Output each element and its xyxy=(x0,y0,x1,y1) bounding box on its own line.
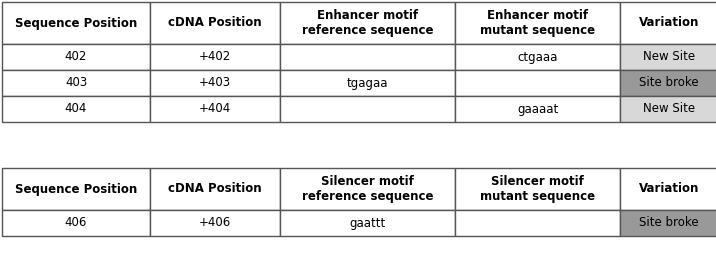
Bar xyxy=(620,96,716,122)
Text: Silencer motif
reference sequence: Silencer motif reference sequence xyxy=(301,175,433,203)
Bar xyxy=(455,210,620,236)
Bar xyxy=(150,2,280,44)
Text: Silencer motif
mutant sequence: Silencer motif mutant sequence xyxy=(480,175,595,203)
Text: gaaaat: gaaaat xyxy=(517,103,558,116)
Bar xyxy=(455,168,620,210)
Bar xyxy=(150,168,280,210)
Bar xyxy=(455,44,620,70)
Bar xyxy=(280,2,455,44)
Text: gaattt: gaattt xyxy=(349,217,386,230)
Bar xyxy=(280,44,455,70)
Bar xyxy=(2,44,150,70)
Bar xyxy=(150,70,280,96)
Text: 404: 404 xyxy=(65,103,87,116)
Bar xyxy=(620,210,716,236)
Text: Variation: Variation xyxy=(639,17,700,29)
Text: Enhancer motif
reference sequence: Enhancer motif reference sequence xyxy=(301,9,433,37)
Text: cDNA Position: cDNA Position xyxy=(168,17,262,29)
Bar xyxy=(2,70,150,96)
Text: +402: +402 xyxy=(199,51,231,63)
Text: 403: 403 xyxy=(65,76,87,89)
Text: 406: 406 xyxy=(65,217,87,230)
Bar xyxy=(620,2,716,44)
Bar xyxy=(620,70,716,96)
Bar xyxy=(455,70,620,96)
Text: 402: 402 xyxy=(65,51,87,63)
Bar xyxy=(150,210,280,236)
Text: Enhancer motif
mutant sequence: Enhancer motif mutant sequence xyxy=(480,9,595,37)
Bar xyxy=(455,96,620,122)
Bar xyxy=(2,2,150,44)
Text: Sequence Position: Sequence Position xyxy=(15,183,137,196)
Text: Variation: Variation xyxy=(639,183,700,196)
Bar xyxy=(280,210,455,236)
Text: Site broke: Site broke xyxy=(639,76,699,89)
Text: Site broke: Site broke xyxy=(639,217,699,230)
Bar xyxy=(2,96,150,122)
Text: cDNA Position: cDNA Position xyxy=(168,183,262,196)
Bar xyxy=(150,44,280,70)
Bar xyxy=(280,168,455,210)
Text: +406: +406 xyxy=(199,217,231,230)
Text: +404: +404 xyxy=(199,103,231,116)
Text: New Site: New Site xyxy=(643,103,695,116)
Bar xyxy=(280,96,455,122)
Text: New Site: New Site xyxy=(643,51,695,63)
Text: Sequence Position: Sequence Position xyxy=(15,17,137,29)
Text: ctgaaa: ctgaaa xyxy=(518,51,558,63)
Bar xyxy=(620,44,716,70)
Text: +403: +403 xyxy=(199,76,231,89)
Text: tgagaa: tgagaa xyxy=(347,76,388,89)
Bar xyxy=(620,168,716,210)
Bar xyxy=(150,96,280,122)
Bar xyxy=(2,168,150,210)
Bar xyxy=(455,2,620,44)
Bar xyxy=(2,210,150,236)
Bar xyxy=(280,70,455,96)
